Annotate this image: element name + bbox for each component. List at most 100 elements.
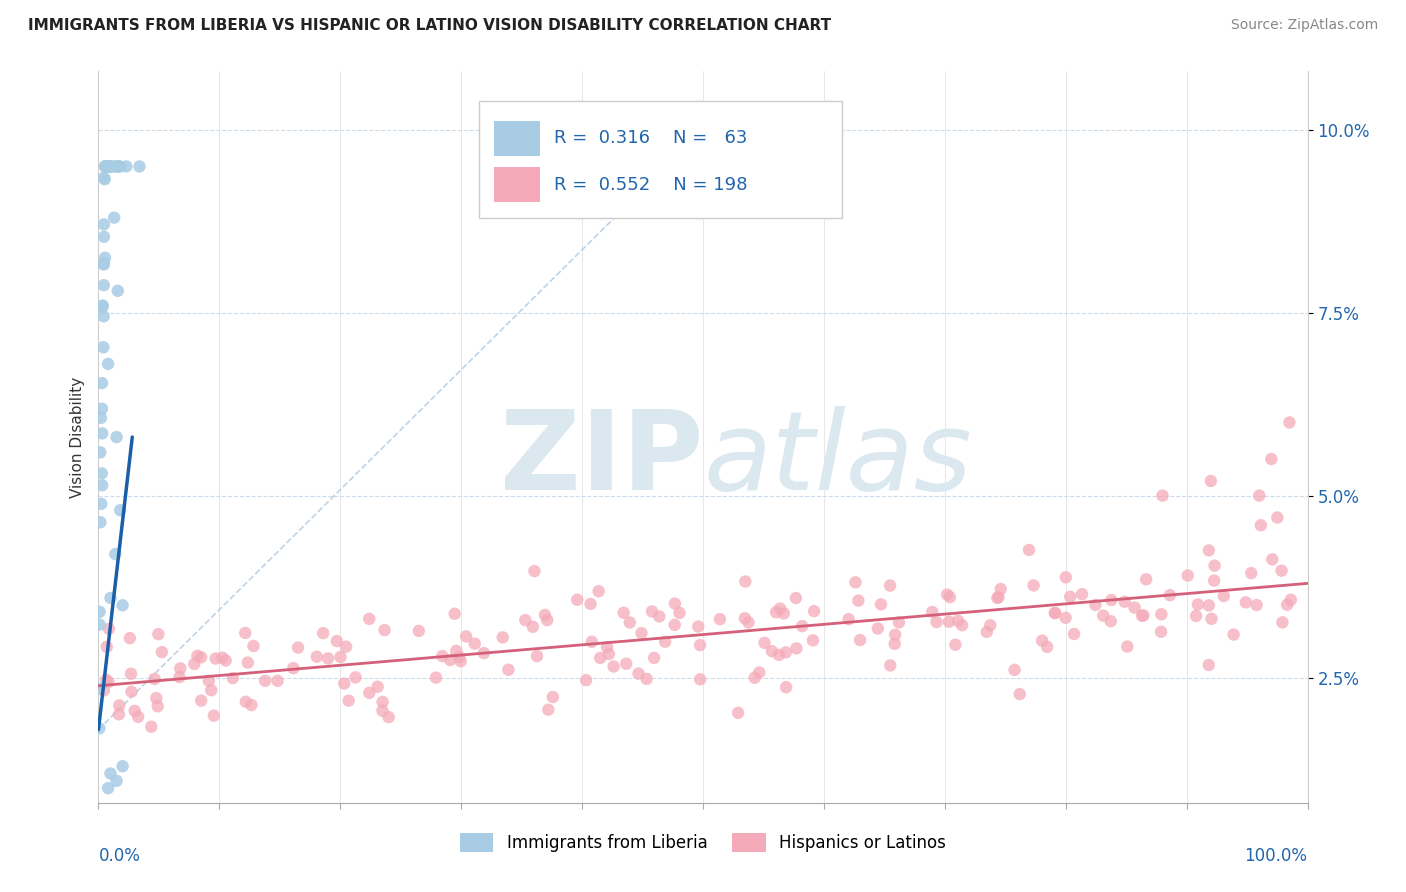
Point <box>643 651 665 665</box>
Point <box>93 229 115 244</box>
Point <box>1278 416 1301 430</box>
Point <box>737 615 759 630</box>
Point <box>938 615 960 629</box>
Point <box>769 601 792 615</box>
Point <box>887 615 910 630</box>
Point <box>727 706 749 720</box>
Point <box>312 626 335 640</box>
Point <box>990 582 1012 596</box>
Point <box>89 445 111 459</box>
Point <box>145 691 167 706</box>
Point <box>1249 489 1271 503</box>
Point <box>1204 558 1226 573</box>
Point <box>93 310 115 324</box>
Point <box>688 619 710 633</box>
Text: IMMIGRANTS FROM LIBERIA VS HISPANIC OR LATINO VISION DISABILITY CORRELATION CHAR: IMMIGRANTS FROM LIBERIA VS HISPANIC OR L… <box>28 18 831 33</box>
Point <box>1135 572 1157 586</box>
Legend: Immigrants from Liberia, Hispanics or Latinos: Immigrants from Liberia, Hispanics or La… <box>451 824 955 860</box>
Point <box>534 607 557 622</box>
Point <box>1092 608 1115 623</box>
Point <box>316 651 339 665</box>
Point <box>785 641 807 656</box>
Point <box>979 618 1001 632</box>
Point <box>879 578 901 592</box>
Point <box>664 618 686 632</box>
Point <box>1279 592 1302 607</box>
Point <box>143 672 166 686</box>
Point <box>96 160 118 174</box>
Point <box>120 684 142 698</box>
Point <box>100 160 122 174</box>
Point <box>432 649 454 664</box>
Point <box>541 690 564 704</box>
Point <box>371 704 394 718</box>
Point <box>472 646 495 660</box>
Point <box>108 503 131 517</box>
Point <box>146 699 169 714</box>
Point <box>884 628 907 642</box>
Point <box>1187 598 1209 612</box>
Point <box>1199 474 1222 488</box>
Point <box>575 673 598 687</box>
Point <box>89 617 111 632</box>
Point <box>654 634 676 648</box>
Point <box>359 686 381 700</box>
Point <box>107 160 129 174</box>
Point <box>1084 598 1107 612</box>
Point <box>1270 564 1292 578</box>
Point <box>190 650 212 665</box>
Point <box>1018 543 1040 558</box>
Point <box>1063 627 1085 641</box>
Point <box>97 781 120 796</box>
Point <box>91 340 114 354</box>
Point <box>844 575 866 590</box>
Point <box>1054 611 1077 625</box>
Point <box>1043 606 1066 620</box>
Point <box>627 666 650 681</box>
Point <box>664 597 686 611</box>
Point <box>668 606 690 620</box>
Point <box>183 657 205 671</box>
Point <box>190 693 212 707</box>
Point <box>367 680 389 694</box>
Point <box>90 497 112 511</box>
Point <box>89 605 111 619</box>
Point <box>689 638 711 652</box>
Point <box>1099 614 1122 628</box>
Point <box>1031 633 1053 648</box>
Point <box>761 644 783 658</box>
Point <box>987 590 1010 604</box>
Point <box>329 650 352 665</box>
Point <box>765 605 787 619</box>
Point <box>335 640 357 654</box>
Point <box>377 710 399 724</box>
Point <box>93 278 115 293</box>
Point <box>1132 608 1154 623</box>
Point <box>94 160 117 174</box>
Point <box>641 604 664 618</box>
Point <box>464 637 486 651</box>
Text: Source: ZipAtlas.com: Source: ZipAtlas.com <box>1230 18 1378 32</box>
Point <box>1130 608 1153 623</box>
Point <box>1150 607 1173 622</box>
Point <box>1185 608 1208 623</box>
Point <box>118 631 141 645</box>
Point <box>1114 595 1136 609</box>
Text: R =  0.316    N =   63: R = 0.316 N = 63 <box>554 129 748 147</box>
Point <box>1234 595 1257 609</box>
Point <box>1054 570 1077 584</box>
Point <box>1198 543 1220 558</box>
Point <box>326 634 349 648</box>
Point <box>950 618 973 632</box>
Point <box>94 160 117 174</box>
Bar <box>494 168 540 202</box>
Point <box>1260 452 1282 467</box>
Point <box>108 160 131 174</box>
Point <box>93 683 115 698</box>
Point <box>443 607 465 621</box>
Text: 100.0%: 100.0% <box>1244 847 1308 864</box>
Point <box>1116 640 1139 654</box>
Point <box>200 683 222 698</box>
Point <box>450 654 472 668</box>
Point <box>90 401 112 416</box>
